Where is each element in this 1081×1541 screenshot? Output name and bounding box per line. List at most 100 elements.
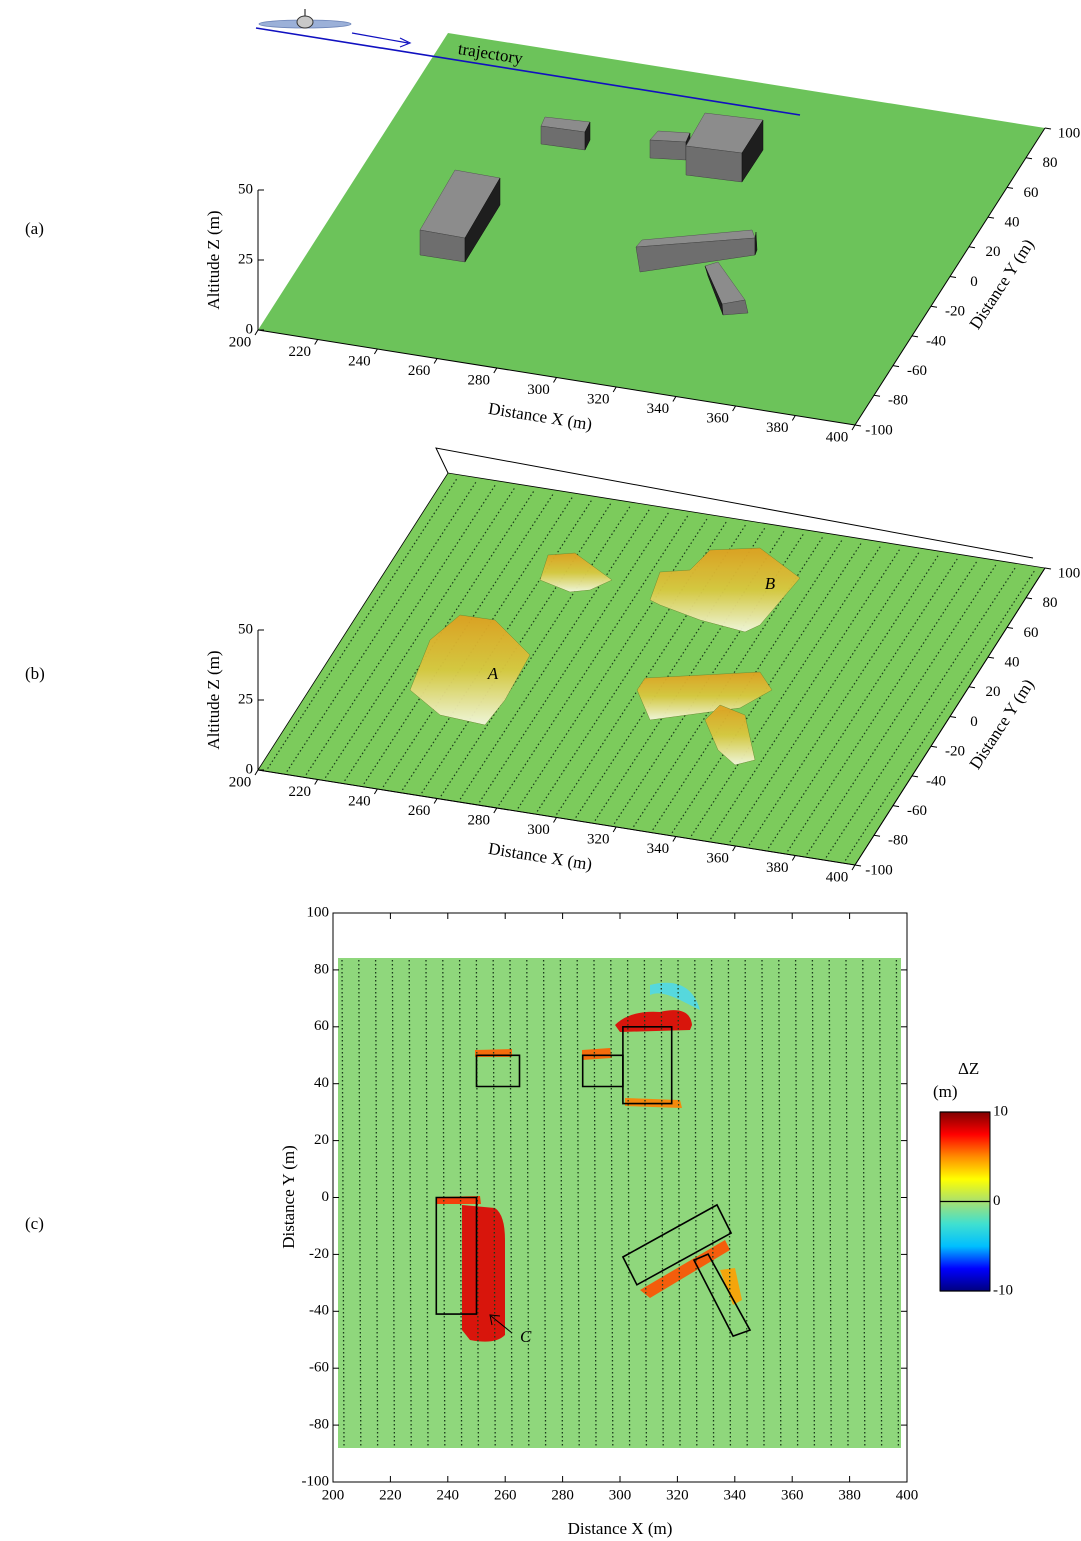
x-tick	[373, 348, 378, 355]
y-tick-label: 80	[314, 961, 329, 977]
scan-line	[458, 959, 463, 1447]
panel-label: (b)	[25, 664, 45, 683]
y-tick	[892, 365, 900, 368]
y-tick	[1025, 157, 1033, 160]
scan-line	[862, 959, 866, 1447]
y-tick-label: 20	[314, 1132, 329, 1148]
x-tick-label: 260	[408, 363, 431, 379]
x-tick	[612, 386, 617, 393]
y-tick-label: -80	[888, 833, 908, 849]
panel-b: (b) AB02550200220240260280300320340360380…	[25, 447, 1080, 885]
scan-line	[761, 959, 765, 1447]
x-tick	[672, 396, 677, 402]
building-surface	[636, 671, 773, 721]
y-tick-label: -20	[945, 744, 965, 760]
y-tick-label: 20	[986, 684, 1001, 700]
y-tick	[892, 805, 900, 808]
y-tick-label: -20	[309, 1246, 329, 1262]
scan-line	[559, 959, 564, 1447]
x-tick	[553, 377, 557, 383]
x-tick-label: 320	[587, 391, 610, 407]
y-tick-label: -80	[888, 393, 908, 409]
scan-line	[408, 959, 412, 1447]
y-tick-label: 0	[970, 274, 978, 290]
x-tick	[433, 358, 438, 364]
y-tick	[968, 686, 976, 689]
scan-line	[660, 959, 664, 1447]
x-tick	[254, 769, 259, 776]
x-tick	[851, 864, 856, 871]
scan-line	[576, 959, 580, 1447]
y-axis-title: Distance Y (m)	[279, 1145, 298, 1249]
x-tick	[254, 329, 259, 336]
x-tick-label: 340	[724, 1487, 747, 1503]
y-tick-label: -60	[907, 363, 927, 379]
y-tick-label: -40	[309, 1303, 329, 1319]
scan-line	[811, 959, 816, 1447]
x-tick-label: 200	[229, 334, 252, 350]
x-axis-title: Distance X (m)	[487, 839, 593, 874]
x-tick-label: 240	[437, 1487, 460, 1503]
building-outline	[622, 1026, 673, 1105]
y-tick-label: -100	[302, 1473, 330, 1489]
x-tick	[553, 817, 557, 823]
x-axis-title: Distance X (m)	[568, 1519, 673, 1538]
scan-line	[694, 959, 698, 1447]
building-outline	[475, 1054, 521, 1088]
y-tick-label: -80	[309, 1417, 329, 1433]
y-tick-label: 100	[1058, 125, 1081, 141]
y-tick-label: -60	[907, 803, 927, 819]
y-tick	[1044, 127, 1052, 130]
y-tick	[930, 745, 938, 748]
x-tick-label: 200	[229, 774, 252, 790]
x-tick-label: 380	[838, 1487, 861, 1503]
scan-line	[878, 959, 883, 1447]
building-surface	[409, 614, 531, 726]
scan-line	[828, 959, 832, 1447]
arrow-head	[399, 37, 412, 48]
scan-line	[610, 959, 614, 1447]
building-surface	[539, 552, 613, 593]
x-tick	[314, 779, 319, 785]
scan-line	[391, 959, 396, 1447]
panel-label: (c)	[25, 1214, 44, 1233]
x-tick	[791, 855, 796, 861]
scan-line	[526, 959, 530, 1447]
x-tick-label: 380	[766, 860, 789, 876]
y-tick	[911, 775, 919, 778]
scan-line	[626, 959, 631, 1447]
x-tick-label: 240	[348, 353, 371, 369]
building-side	[704, 265, 724, 316]
building-outline	[435, 1196, 478, 1315]
y-tick-label: -100	[865, 862, 893, 878]
ground-plane	[258, 33, 1045, 425]
survey-area	[338, 958, 901, 1448]
colorbar-tick-label: 0	[993, 1193, 1001, 1209]
y-tick-label: -40	[926, 773, 946, 789]
x-tick-label: 240	[348, 793, 371, 809]
y-tick	[1006, 626, 1014, 629]
y-tick-label: 60	[314, 1018, 329, 1034]
z-axis-title: Altitude Z (m)	[204, 650, 223, 749]
scan-line	[425, 959, 429, 1447]
scan-line	[677, 959, 681, 1447]
x-tick-label: 300	[527, 822, 550, 838]
z-tick-label: 50	[238, 621, 253, 637]
x-tick	[493, 367, 498, 374]
z-axis-title: Altitude Z (m)	[204, 210, 223, 309]
building-side	[754, 231, 758, 256]
y-tick-label: 40	[314, 1075, 329, 1091]
x-tick-label: 220	[379, 1487, 402, 1503]
building-side	[584, 121, 591, 151]
anomaly	[720, 1268, 742, 1305]
x-tick-label: 360	[781, 1487, 804, 1503]
x-tick-label: 320	[587, 831, 610, 847]
scan-line	[374, 959, 379, 1447]
x-tick-label: 320	[666, 1487, 689, 1503]
x-tick-label: 280	[468, 812, 491, 828]
z-tick-label: 25	[238, 251, 253, 267]
y-tick	[949, 276, 957, 278]
y-tick	[911, 335, 919, 338]
x-tick-label: 280	[551, 1487, 574, 1503]
